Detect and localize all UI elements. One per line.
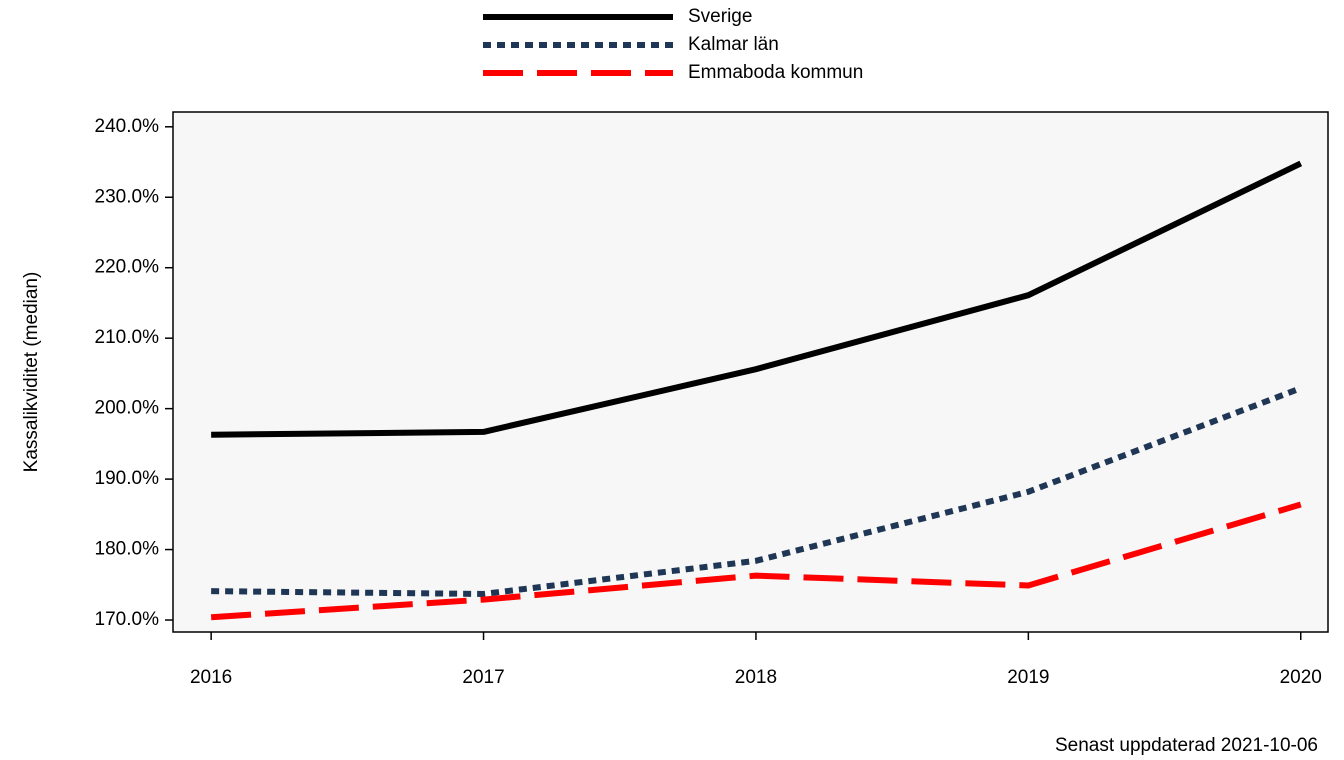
y-tick-label: 180.0% [95, 539, 160, 560]
y-tick-label: 170.0% [95, 609, 160, 630]
x-tick-label: 2020 [1280, 667, 1322, 688]
legend-label: Emmaboda kommun [688, 62, 863, 83]
y-tick-label: 190.0% [95, 468, 160, 489]
y-tick-label: 230.0% [95, 186, 160, 207]
x-tick-label: 2018 [735, 667, 777, 688]
y-tick-label: 210.0% [95, 327, 160, 348]
x-tick-label: 2019 [1007, 667, 1049, 688]
series-line [210, 501, 1302, 621]
y-axis-label: Kassalikviditet (median) [21, 272, 42, 473]
x-tick-label: 2017 [462, 667, 504, 688]
legend-label: Kalmar län [688, 34, 779, 55]
update-note: Senast uppdaterad 2021-10-06 [1055, 735, 1318, 756]
x-tick-label: 2016 [190, 667, 232, 688]
y-tick-label: 200.0% [95, 398, 160, 419]
y-tick-label: 240.0% [95, 116, 160, 137]
legend-label: Sverige [688, 6, 752, 27]
y-tick-label: 220.0% [95, 257, 160, 278]
series-line [211, 160, 1303, 438]
series-line [211, 385, 1302, 597]
